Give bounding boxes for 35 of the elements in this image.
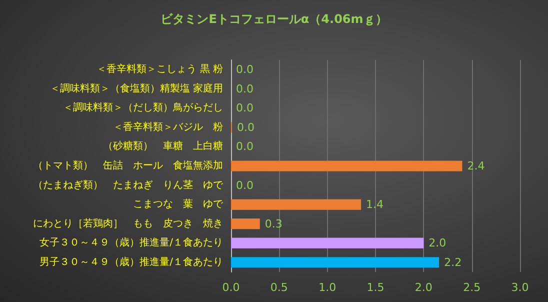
data-label: 2.0: [428, 236, 446, 250]
data-label: 0.0: [236, 178, 254, 192]
y-tick-label: にわとり［若鶏肉］ もも 皮つき 焼き: [33, 217, 223, 230]
data-label: 0.0: [236, 140, 254, 154]
data-label: 0.3: [264, 217, 282, 230]
y-tick-label: こまつな 葉 ゆで: [133, 198, 224, 210]
bar: [231, 160, 462, 172]
y-tick-label: （砂糖類） 車糖 上白糖: [103, 140, 223, 152]
x-tick-label: 3.0: [511, 281, 529, 294]
data-label: 0.0: [236, 63, 254, 76]
x-tick-label: 2.5: [463, 281, 481, 294]
x-tick-label: 1.5: [366, 281, 384, 294]
x-tick-label: 1.0: [318, 281, 336, 294]
y-tick-label: 女子３０～４９（歳）推進量/１食あたり: [40, 236, 223, 249]
y-tick-label: ＜調味料類＞（だし類）鳥がらだし: [63, 102, 223, 114]
x-tick-label: 2.0: [414, 281, 432, 294]
data-label: 2.2: [444, 256, 462, 269]
x-tick-label: 0.0: [222, 281, 240, 294]
data-label: 0.0: [236, 82, 254, 96]
bar: [231, 257, 440, 268]
bar: [231, 199, 362, 210]
y-tick-label: 男子３０～４９（歳）推進量/１食あたり: [40, 256, 223, 268]
y-tick-label: （たまねぎ類） たまねぎ りん茎 ゆで: [33, 178, 224, 191]
y-tick-label: （トマト類） 缶詰 ホール 食塩無添加: [33, 160, 223, 172]
data-label: 2.4: [467, 160, 485, 172]
data-label: 0.0: [236, 120, 254, 134]
chart-title: ビタミンEトコフェロールα（4.06mｇ）: [160, 12, 388, 26]
bar: [231, 238, 424, 248]
y-tick-label: ＜香辛料類＞こしょう 黒 粉: [96, 63, 223, 76]
x-tick-label: 0.5: [270, 281, 288, 294]
y-tick-label: ＜香辛料類＞バジル 粉: [113, 120, 223, 133]
data-label: 0.0: [236, 102, 254, 115]
y-tick-label: ＜調味料類＞（食塩類）精製塩 家庭用: [50, 82, 223, 94]
data-label: 1.4: [366, 198, 384, 212]
bar: [231, 218, 260, 230]
